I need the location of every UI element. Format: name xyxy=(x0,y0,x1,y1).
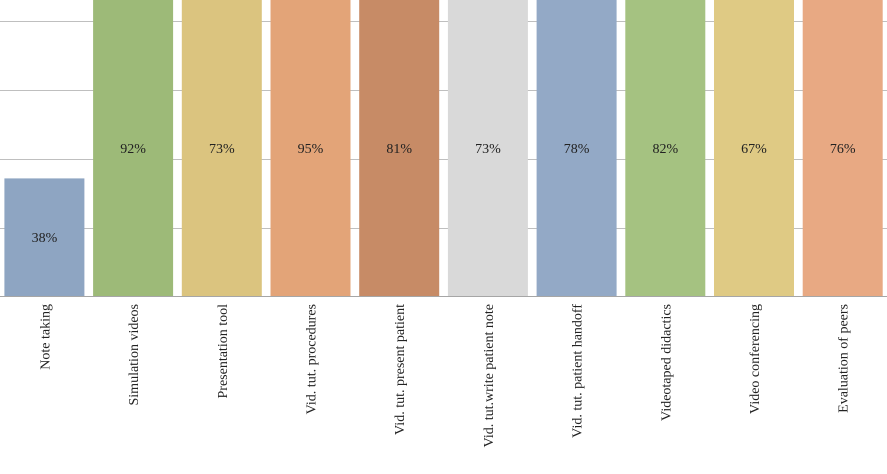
bar-4 xyxy=(270,0,351,296)
data-label: 67% xyxy=(741,142,767,157)
bar-6 xyxy=(447,0,528,296)
data-label: 95% xyxy=(298,142,324,157)
category-label: Video conferencing xyxy=(748,304,763,414)
category-label: Simulation videos xyxy=(127,304,142,406)
bar-8 xyxy=(625,0,706,296)
data-label: 76% xyxy=(830,142,856,157)
category-label: Vid. tut.write patient note xyxy=(482,304,497,447)
data-label: 92% xyxy=(120,142,146,157)
category-label: Evaluation of peers xyxy=(837,304,852,413)
bar-3 xyxy=(181,0,262,296)
category-label: Note taking xyxy=(38,304,53,370)
data-label: 73% xyxy=(209,142,235,157)
category-label: Vid. tut. present patient xyxy=(393,304,408,435)
bar-1 xyxy=(4,178,85,296)
category-label: Videotaped didactics xyxy=(659,304,674,421)
category-label: Vid. tut. patient handoff xyxy=(571,304,586,438)
bar-2 xyxy=(93,0,174,296)
value-labels: 38% 92% 73% 95% 81% 73% 78% 82% 67% 76% xyxy=(32,142,856,246)
data-label: 38% xyxy=(32,231,58,246)
data-label: 82% xyxy=(652,142,678,157)
bar-10 xyxy=(802,0,883,296)
category-label: Presentation tool xyxy=(216,304,231,399)
data-label: 81% xyxy=(386,142,412,157)
bars xyxy=(4,0,883,296)
category-label: Vid. tut. procedures xyxy=(305,304,320,414)
bar-9 xyxy=(714,0,794,296)
category-labels: Note taking Simulation videos Presentation… xyxy=(38,304,851,448)
bar-7 xyxy=(536,0,617,296)
data-label: 73% xyxy=(475,142,501,157)
bar-5 xyxy=(359,0,440,296)
data-label: 78% xyxy=(564,142,590,157)
